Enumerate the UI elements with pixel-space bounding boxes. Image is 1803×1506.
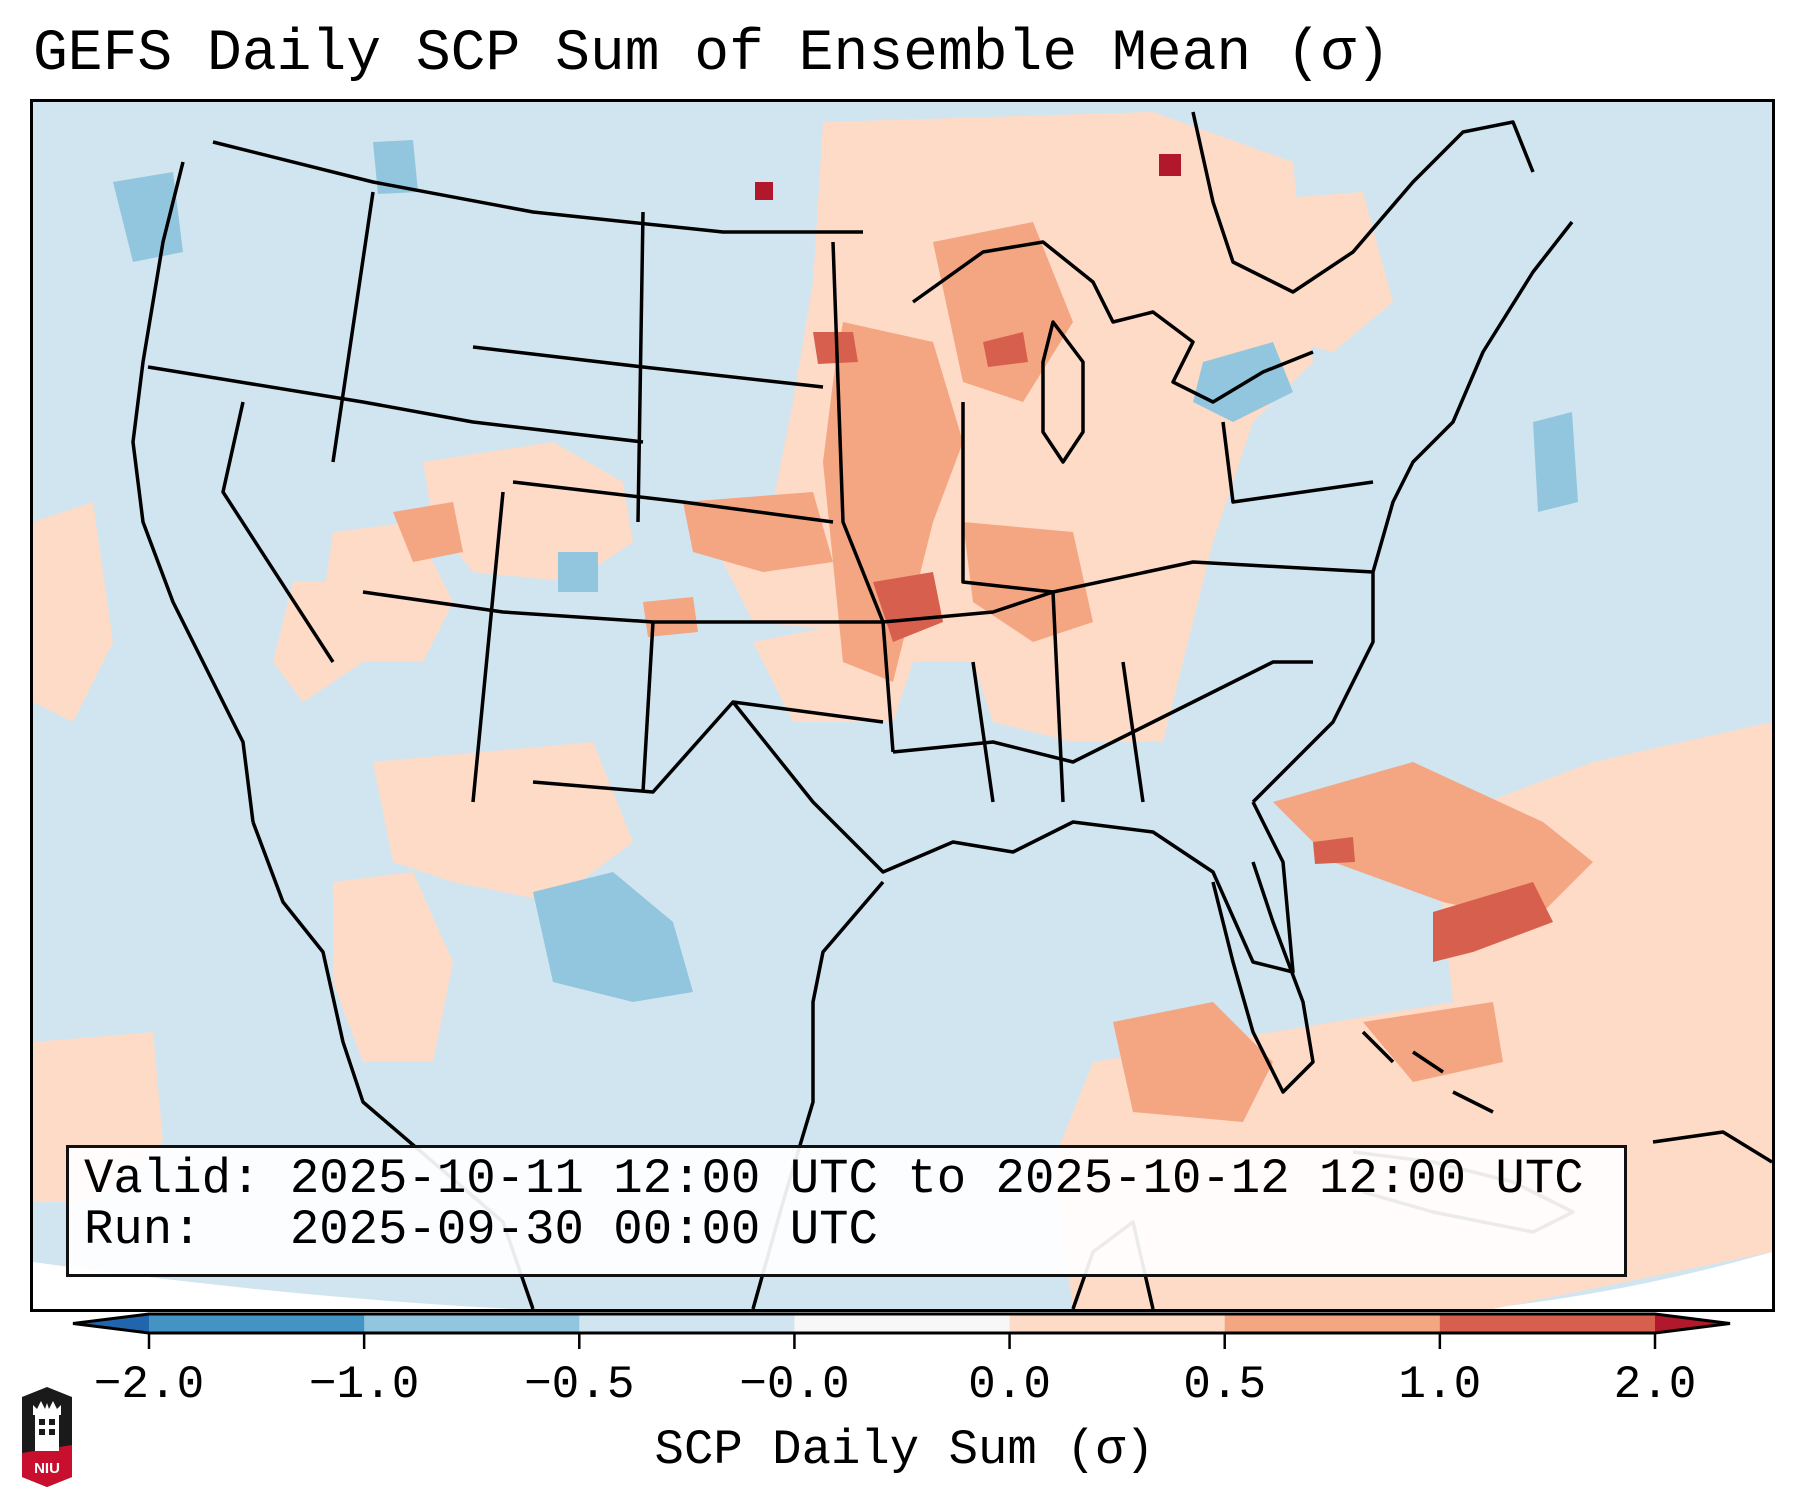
anomaly-cell — [755, 182, 773, 200]
colorbar-extend-min — [73, 1314, 149, 1333]
anomaly-cell — [683, 492, 833, 572]
anomaly-cell — [933, 222, 1073, 402]
anomaly-cell — [533, 872, 693, 1002]
colorbar-tick-label: 0.0 — [968, 1359, 1051, 1411]
colorbar-bin — [1439, 1314, 1656, 1333]
anomaly-cell — [1433, 722, 1772, 1032]
florida — [1211, 861, 1315, 1094]
great-lakes — [911, 240, 1314, 404]
colorbar-tick-label: −0.0 — [739, 1359, 850, 1411]
us-canada-border — [212, 140, 863, 234]
niu-logo-icon: NIU — [22, 1387, 72, 1487]
colorbar-bin — [1009, 1314, 1226, 1333]
anomaly-cell — [643, 597, 698, 637]
colorbar-tick-label: 2.0 — [1613, 1359, 1697, 1411]
bahamas — [1361, 1030, 1494, 1114]
state-border — [471, 491, 505, 803]
gulf-coast — [731, 700, 1295, 974]
anomaly-cell — [1113, 1002, 1273, 1122]
anomaly-cell — [1159, 154, 1181, 176]
colorbar-bin — [149, 1314, 365, 1333]
colorbar-tick-label: −1.0 — [308, 1359, 420, 1411]
state-border — [221, 401, 335, 663]
colorbar-label: SCP Daily Sum (σ) — [654, 1422, 1155, 1478]
state-border — [532, 700, 884, 794]
state-border — [1121, 661, 1145, 803]
west-coast — [131, 161, 255, 823]
state-border — [831, 241, 895, 753]
state-border — [636, 211, 645, 523]
colorbar — [72, 1312, 1731, 1349]
colorbar-tick-label: 0.5 — [1183, 1359, 1267, 1411]
state-border — [147, 365, 644, 444]
state-border — [971, 661, 995, 803]
state-border — [892, 660, 1313, 764]
domain-edge-right — [1483, 1252, 1772, 1309]
state-border — [961, 402, 1054, 594]
anomaly-cell — [1273, 762, 1593, 922]
anomaly-cell — [1533, 412, 1578, 512]
run-time-text: Run: 2025-09-30 00:00 UTC — [84, 1202, 878, 1258]
state-border — [472, 345, 824, 389]
valid-run-info-box: Valid: 2025-10-11 12:00 UTC to 2025-10-1… — [66, 1145, 1627, 1277]
east-coast — [1251, 220, 1574, 804]
lake-michigan — [1041, 320, 1085, 464]
colorbar-extend-max — [1655, 1314, 1730, 1333]
anomaly-cell — [373, 140, 418, 194]
anomaly-cell — [558, 552, 598, 592]
colorbar-tick-label: 1.0 — [1398, 1359, 1482, 1411]
anomaly-cell — [873, 572, 943, 642]
state-border — [1051, 591, 1065, 803]
map-svg — [33, 102, 1772, 1309]
anomaly-cell — [1363, 1002, 1503, 1082]
anomaly-cell — [1233, 192, 1393, 352]
anomaly-cell — [113, 172, 183, 262]
anomaly-cell — [1433, 882, 1553, 962]
colorbar-outline — [72, 1312, 1731, 1335]
anomaly-cell — [373, 742, 633, 902]
colorbar-tick-label: −0.5 — [524, 1359, 635, 1411]
map-panel — [30, 99, 1775, 1312]
anomaly-cell — [393, 502, 463, 562]
state-border — [512, 480, 834, 524]
anomaly-cell — [423, 442, 633, 582]
colorbar-tick-label: −2.0 — [93, 1359, 205, 1411]
hispaniola — [1652, 1130, 1772, 1164]
colorbar-bin — [364, 1314, 580, 1333]
state-border — [1221, 421, 1374, 504]
anomaly-cell — [983, 332, 1028, 367]
anomaly-cell — [1313, 837, 1355, 864]
state-border — [362, 590, 883, 624]
chart-title: GEFS Daily SCP Sum of Ensemble Mean (σ) — [33, 22, 1391, 87]
canada-coast — [1191, 111, 1535, 294]
colorbar-bin — [1224, 1314, 1441, 1333]
valid-time-text: Valid: 2025-10-11 12:00 UTC to 2025-10-1… — [84, 1151, 1584, 1207]
colorbar-bin — [579, 1314, 795, 1333]
colorbar-bin — [794, 1314, 1011, 1333]
state-border — [641, 621, 655, 793]
anomaly-cell — [823, 322, 963, 682]
anomaly-cell — [33, 502, 113, 722]
domain-edge-left — [33, 1262, 513, 1309]
anomaly-cell — [333, 872, 453, 1062]
logo-text: NIU — [34, 1460, 60, 1477]
state-border — [331, 191, 375, 463]
